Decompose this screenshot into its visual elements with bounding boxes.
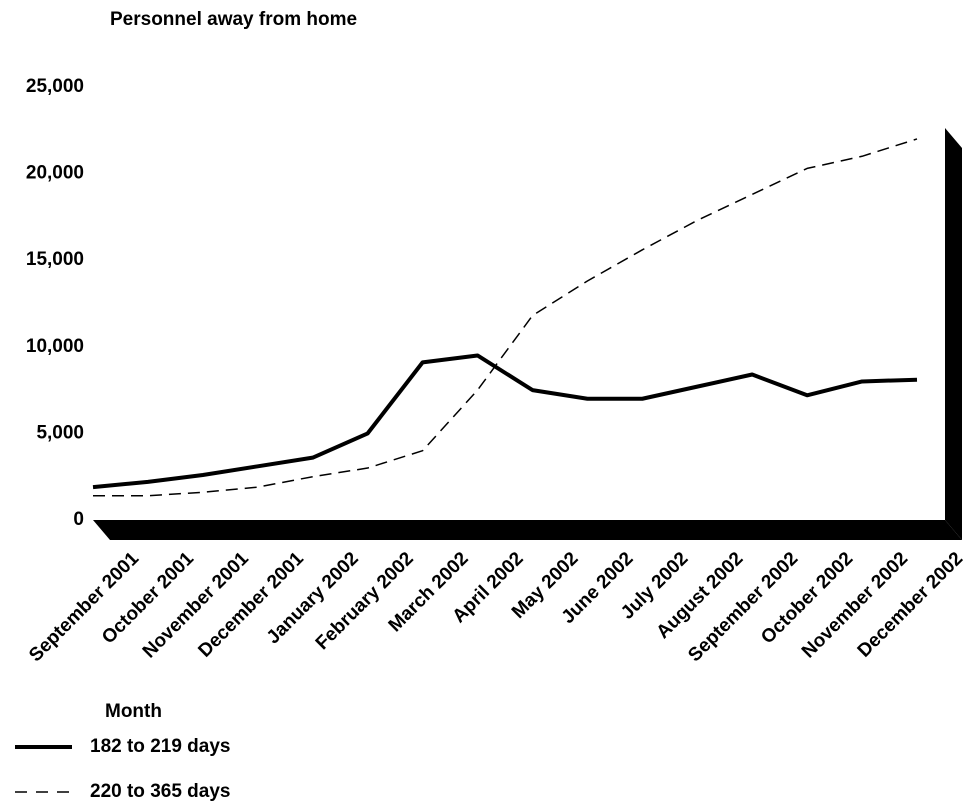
y-tick-label: 20,000	[26, 163, 84, 184]
y-tick-label: 25,000	[26, 76, 84, 97]
wall	[945, 128, 962, 540]
y-tick-label: 10,000	[26, 336, 84, 357]
legend-label: 182 to 219 days	[90, 736, 230, 757]
y-tick-label: 0	[73, 509, 84, 530]
y-tick-label: 15,000	[26, 249, 84, 270]
legend-label: 220 to 365 days	[90, 781, 230, 802]
line-series	[93, 138, 918, 497]
x-tick-label: December 2002	[854, 548, 967, 661]
chart-title: Personnel away from home	[110, 9, 357, 30]
line-series	[92, 353, 918, 490]
x-tick-label: February 2002	[312, 548, 418, 654]
x-axis-label: Month	[105, 701, 162, 722]
floor	[93, 520, 962, 540]
y-tick-label: 5,000	[36, 422, 84, 443]
